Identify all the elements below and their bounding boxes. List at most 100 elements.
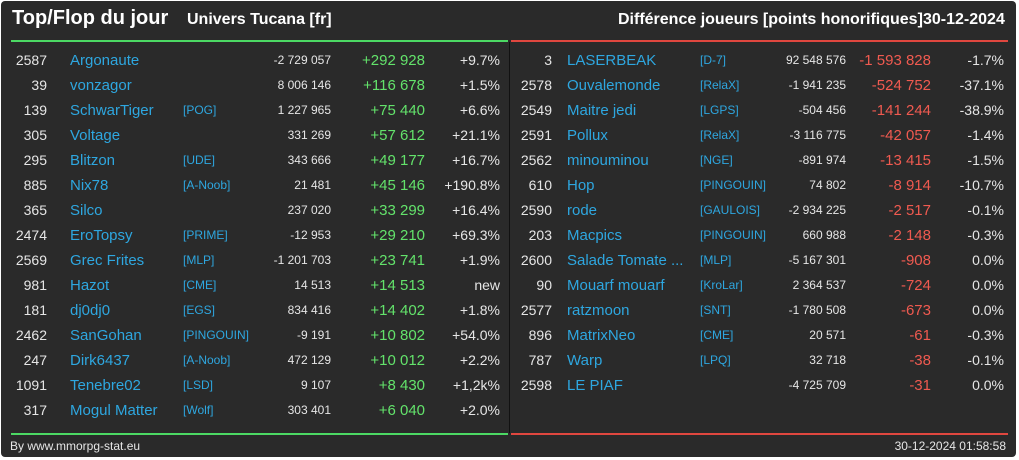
player-name-link[interactable]: Pollux <box>567 127 608 144</box>
player-name-link[interactable]: dj0dj0 <box>70 302 111 319</box>
player-total-points: 8 006 146 <box>277 78 331 92</box>
alliance-tag-link[interactable]: [RelaX] <box>700 128 740 142</box>
points-difference: -1 593 828 <box>859 52 931 69</box>
percent-change: +16.4% <box>452 202 500 218</box>
percent-change: +16.7% <box>452 152 500 168</box>
player-name-link[interactable]: Voltage <box>70 127 121 144</box>
loser-row: 2590 rode [GAULOIS] -2 934 225 -2 517 -0.1% <box>511 198 1008 223</box>
player-name-link[interactable]: Tenebre02 <box>70 377 141 394</box>
player-name-link[interactable]: Grec Frites <box>70 252 145 269</box>
gainer-row: 317 Mogul Matter [Wolf] 303 401 +6 040 +2.0% <box>11 398 508 423</box>
alliance-tag-link[interactable]: [A-Noob] <box>183 178 231 192</box>
player-rank: 2462 <box>15 327 47 343</box>
loser-row: 3 LASERBEAK [D-7] 92 548 576 -1 593 828 -1.7% <box>511 48 1008 73</box>
alliance-tag-link[interactable]: [NGE] <box>700 153 733 167</box>
points-difference: -524 752 <box>871 77 931 94</box>
alliance-tag-link[interactable]: [CME] <box>183 278 217 292</box>
player-name-link[interactable]: Hazot <box>70 277 110 294</box>
player-name-link[interactable]: Mogul Matter <box>70 402 158 419</box>
points-difference: -8 914 <box>888 177 931 194</box>
universe-label: Univers Tucana [fr] <box>187 11 332 28</box>
player-name-link[interactable]: Macpics <box>567 227 623 244</box>
alliance-tag-link[interactable]: [LPQ] <box>700 353 731 367</box>
alliance-tag-link[interactable]: [Wolf] <box>183 403 214 417</box>
player-name-link[interactable]: EroTopsy <box>70 227 133 244</box>
alliance-tag-link[interactable]: [CME] <box>700 328 734 342</box>
alliance-tag-link[interactable]: [POG] <box>183 103 217 117</box>
alliance-tag-link[interactable]: [PRIME] <box>183 228 228 242</box>
alliance-tag-link[interactable]: [LSD] <box>183 378 214 392</box>
alliance-tag-link[interactable]: [UDE] <box>183 153 216 167</box>
player-name-link[interactable]: SchwarTiger <box>70 102 154 119</box>
top-gainers-panel: 2587 Argonaute -2 729 057 +292 928 +9.7% 39 vo… <box>11 40 508 435</box>
points-difference: -141 244 <box>871 102 931 119</box>
percent-change: +69.3% <box>452 227 500 243</box>
player-total-points: 237 020 <box>287 203 331 217</box>
player-name-link[interactable]: rode <box>567 202 598 219</box>
player-rank: 181 <box>23 302 47 318</box>
loser-row: 2598 LE PIAF -4 725 709 -31 0.0% <box>511 373 1008 398</box>
alliance-tag-link[interactable]: [LGPS] <box>700 103 739 117</box>
alliance-tag-link[interactable]: [MLP] <box>183 253 215 267</box>
metric-label: Différence joueurs [points honorifiques] <box>618 11 923 28</box>
percent-change: +54.0% <box>452 327 500 343</box>
player-name-link[interactable]: Argonaute <box>70 52 140 69</box>
alliance-tag-link[interactable]: [PINGOUIN] <box>183 328 250 342</box>
player-total-points: -1 941 235 <box>788 78 846 92</box>
player-total-points: -5 167 301 <box>788 253 846 267</box>
player-name-link[interactable]: Dirk6437 <box>70 352 131 369</box>
points-difference: +14 513 <box>370 277 425 294</box>
loser-row: 787 Warp [LPQ] 32 718 -38 -0.1% <box>511 348 1008 373</box>
player-name-link[interactable]: Salade Tomate ... <box>567 252 684 269</box>
player-name-link[interactable]: Blitzon <box>70 152 116 169</box>
player-name-link[interactable]: Maitre jedi <box>567 102 637 119</box>
player-rank: 2578 <box>520 77 552 93</box>
alliance-tag-link[interactable]: [D-7] <box>700 53 727 67</box>
alliance-tag-link[interactable]: [A-Noob] <box>183 353 231 367</box>
points-difference: -13 415 <box>880 152 931 169</box>
alliance-tag-link[interactable]: [GAULOIS] <box>700 203 761 217</box>
percent-change: -37.1% <box>959 77 1004 93</box>
player-total-points: -2 729 057 <box>273 53 331 67</box>
player-name-link[interactable]: Silco <box>70 202 103 219</box>
loser-row: 2549 Maitre jedi [LGPS] -504 456 -141 244 -38… <box>511 98 1008 123</box>
alliance-tag-link[interactable]: [MLP] <box>700 253 732 267</box>
player-rank: 2577 <box>520 302 552 318</box>
player-name-link[interactable]: Ouvalemonde <box>567 77 661 94</box>
points-difference: +14 402 <box>370 302 425 319</box>
gainer-row: 305 Voltage 331 269 +57 612 +21.1% <box>11 123 508 148</box>
player-rank: 317 <box>23 402 47 418</box>
player-name-link[interactable]: Warp <box>567 352 603 369</box>
player-name-link[interactable]: Hop <box>567 177 595 194</box>
alliance-tag-link[interactable]: [PINGOUIN] <box>700 228 767 242</box>
player-name-link[interactable]: SanGohan <box>70 327 142 344</box>
points-difference: +292 928 <box>362 52 425 69</box>
page-title: Top/Flop du jour <box>12 7 169 29</box>
alliance-tag-link[interactable]: [PINGOUIN] <box>700 178 767 192</box>
alliance-tag-link[interactable]: [EGS] <box>183 303 216 317</box>
gainer-row: 247 Dirk6437 [A-Noob] 472 129 +10 012 +2.2% <box>11 348 508 373</box>
player-total-points: -4 725 709 <box>788 378 846 392</box>
player-name-link[interactable]: Mouarf mouarf <box>567 277 665 294</box>
player-rank: 2474 <box>15 227 47 243</box>
points-difference: -61 <box>909 327 931 344</box>
gainer-row: 181 dj0dj0 [EGS] 834 416 +14 402 +1.8% <box>11 298 508 323</box>
player-name-link[interactable]: minouminou <box>567 152 649 169</box>
alliance-tag-link[interactable]: [RelaX] <box>700 78 740 92</box>
player-rank: 610 <box>528 177 552 193</box>
player-name-link[interactable]: Nix78 <box>70 177 109 194</box>
alliance-tag-link[interactable]: [SNT] <box>700 303 731 317</box>
player-name-link[interactable]: LASERBEAK <box>567 52 657 69</box>
player-total-points: 331 269 <box>287 128 331 142</box>
player-name-link[interactable]: ratzmoon <box>567 302 630 319</box>
player-name-link[interactable]: vonzagor <box>70 77 132 94</box>
alliance-tag-link[interactable]: [KroLar] <box>700 278 743 292</box>
player-name-link[interactable]: LE PIAF <box>567 377 623 394</box>
player-name-link[interactable]: MatrixNeo <box>567 327 636 344</box>
percent-change: -1.4% <box>967 127 1004 143</box>
percent-change: +1.9% <box>459 252 500 268</box>
loser-row: 2577 ratzmoon [SNT] -1 780 508 -673 0.0% <box>511 298 1008 323</box>
loser-row: 896 MatrixNeo [CME] 20 571 -61 -0.3% <box>511 323 1008 348</box>
percent-change: +2.0% <box>459 402 500 418</box>
percent-change: -0.1% <box>967 202 1004 218</box>
